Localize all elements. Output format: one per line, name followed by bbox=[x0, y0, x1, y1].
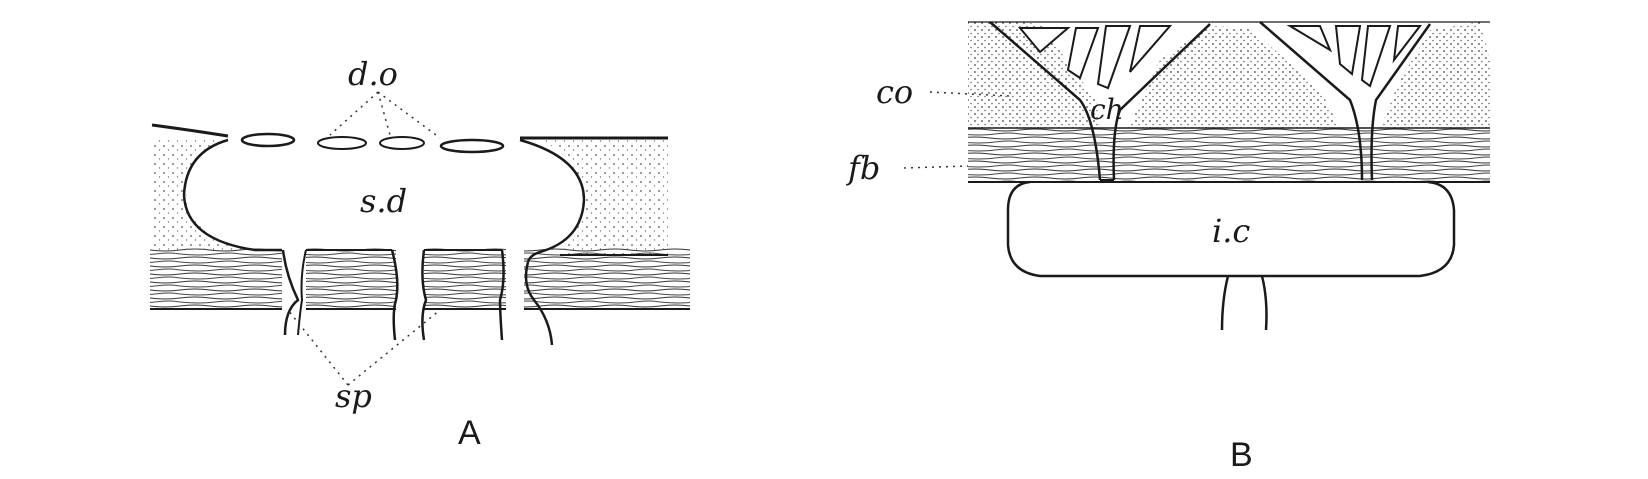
dorsal-opening-1 bbox=[240, 132, 296, 148]
dotted-tissue-left bbox=[152, 138, 250, 250]
dotted-tissue-right bbox=[540, 140, 668, 255]
caption-a: A bbox=[458, 414, 481, 452]
caption-b: B bbox=[1230, 436, 1253, 474]
sp-leaders bbox=[287, 309, 441, 386]
label-sd: s.d bbox=[360, 182, 408, 220]
do-leaders bbox=[329, 91, 441, 139]
label-fb: fb bbox=[848, 149, 881, 187]
panel-a-drawing bbox=[150, 91, 690, 386]
dorsal-opening-4 bbox=[439, 138, 505, 154]
connective-tissue-left bbox=[968, 21, 1100, 128]
connective-tissue-right bbox=[1380, 22, 1490, 128]
label-ic: i.c bbox=[1212, 212, 1251, 250]
dorsal-opening-3 bbox=[379, 136, 425, 150]
dorsal-opening-2 bbox=[317, 136, 367, 150]
cavity-ic bbox=[1006, 180, 1456, 278]
connective-tissue-mid bbox=[1128, 26, 1340, 128]
label-ch: ch bbox=[1090, 93, 1124, 126]
label-sp: sp bbox=[335, 377, 372, 415]
label-co: co bbox=[876, 73, 914, 111]
channel-right bbox=[1259, 21, 1364, 181]
panel-b-drawing bbox=[903, 21, 1490, 331]
label-do: d.o bbox=[348, 55, 398, 93]
cavity-stalk bbox=[1220, 275, 1268, 331]
channel-left bbox=[989, 21, 1102, 181]
fibrous-layer-b bbox=[968, 128, 1490, 182]
